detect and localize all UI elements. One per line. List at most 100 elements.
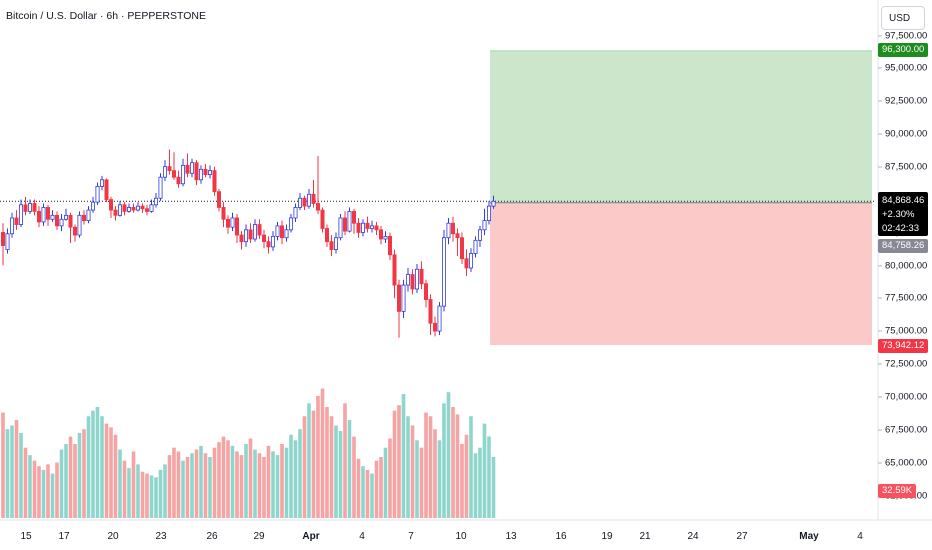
volume-bar [338, 431, 343, 518]
candle-body [297, 197, 302, 208]
time-axis-label: 21 [639, 531, 651, 542]
candle-body [437, 305, 442, 332]
volume-bar [145, 473, 149, 518]
symbol-title[interactable]: Bitcoin / U.S. Dollar · 6h · PEPPERSTONE [6, 10, 206, 22]
volume-bar [455, 414, 460, 518]
time-axis-label: 17 [58, 531, 70, 542]
volume-bar [77, 432, 82, 518]
candle-body [455, 233, 460, 239]
currency-button[interactable]: USD [881, 6, 925, 30]
candle-body [374, 225, 379, 231]
candle-body [351, 210, 356, 224]
candle-body [27, 203, 32, 212]
volume-bar [154, 477, 158, 518]
candle-body [441, 237, 446, 307]
volume-bar [95, 407, 100, 518]
time-axis-label: 4 [359, 531, 365, 542]
volume-bar [424, 412, 428, 518]
volume-bar [158, 469, 163, 518]
candle-body [82, 214, 87, 222]
candle-body [302, 197, 307, 207]
time-axis-label: 7 [408, 531, 414, 542]
time-axis-label: 16 [555, 531, 567, 542]
candle-body [432, 322, 437, 332]
candle-body [198, 168, 203, 181]
volume-bar [122, 460, 127, 518]
volume-bar [221, 436, 226, 518]
time-axis-label: 15 [20, 531, 32, 542]
volume-bar [244, 444, 248, 518]
candle-body [185, 164, 190, 174]
volume-bar [172, 447, 176, 518]
price-axis-label: 65,000.00 [885, 457, 928, 469]
candle-body [104, 179, 109, 200]
volume-bar [248, 438, 253, 518]
time-axis-label: Apr [302, 531, 320, 542]
candle-body [383, 235, 388, 240]
volume-bar [163, 464, 167, 518]
volume-bar [473, 453, 478, 518]
volume-bar [59, 449, 64, 518]
candle-body [153, 197, 158, 206]
time-axis-label: 20 [107, 531, 119, 542]
volume-bar [280, 444, 284, 518]
candle-body [176, 176, 181, 185]
volume-bar [1, 412, 5, 518]
candle-body [9, 217, 14, 235]
time-axis-label: 27 [736, 531, 748, 542]
price-axis-label: 97,500.00 [885, 30, 928, 42]
volume-bar [320, 388, 325, 518]
volume-bar [262, 456, 266, 518]
candle-body [491, 200, 496, 207]
candle-body [257, 224, 262, 236]
volume-bar [257, 453, 262, 518]
candle-body [23, 204, 28, 212]
volume-bar [442, 403, 446, 518]
volume-bar [50, 473, 55, 518]
volume-bar [55, 462, 59, 518]
stop-price-tag: 73,942.12 [878, 339, 929, 353]
candle-body [216, 191, 221, 208]
volume-bar [293, 440, 298, 518]
candle-body [410, 274, 415, 290]
volume-bar [199, 445, 203, 518]
profit-zone [490, 50, 872, 203]
candle-body [252, 224, 257, 240]
bar-countdown: 02:42:33 [882, 223, 919, 234]
candle-body [486, 205, 491, 222]
candle-body [401, 284, 406, 312]
volume-bar [352, 436, 356, 518]
candle-body [95, 185, 100, 203]
price-axis-label: 72,500.00 [885, 358, 928, 370]
volume-bar [266, 445, 271, 518]
volume-bar [478, 447, 482, 518]
volume-bar [118, 449, 122, 518]
volume-bar [109, 427, 113, 518]
current-price-value: 84,868.46 [882, 195, 925, 206]
candle-body [423, 283, 428, 300]
volume-bar [433, 429, 437, 518]
candle-body [315, 203, 320, 211]
candle-body [356, 222, 361, 233]
price-axis-label: 70,000.00 [885, 391, 928, 403]
time-axis-label: 19 [601, 531, 613, 542]
candle-body [279, 225, 284, 239]
candle-body [41, 207, 46, 223]
volume-bar [5, 429, 10, 518]
candle-body [171, 170, 176, 178]
volume-bar [149, 475, 154, 518]
volume-bar [91, 410, 95, 518]
candle-body [118, 204, 123, 216]
volume-bar [356, 458, 361, 518]
volume-bar [365, 469, 370, 518]
candle-body [14, 217, 19, 225]
volume-bar [397, 405, 401, 518]
volume-bar [487, 436, 491, 518]
candle-body [333, 237, 338, 250]
volume-bar [68, 436, 73, 518]
volume-bar [275, 455, 280, 518]
candle-body [284, 229, 289, 239]
current-price-tag: 84,868.46 +2.30% 02:42:33 [878, 192, 929, 236]
candle-body [342, 217, 347, 232]
